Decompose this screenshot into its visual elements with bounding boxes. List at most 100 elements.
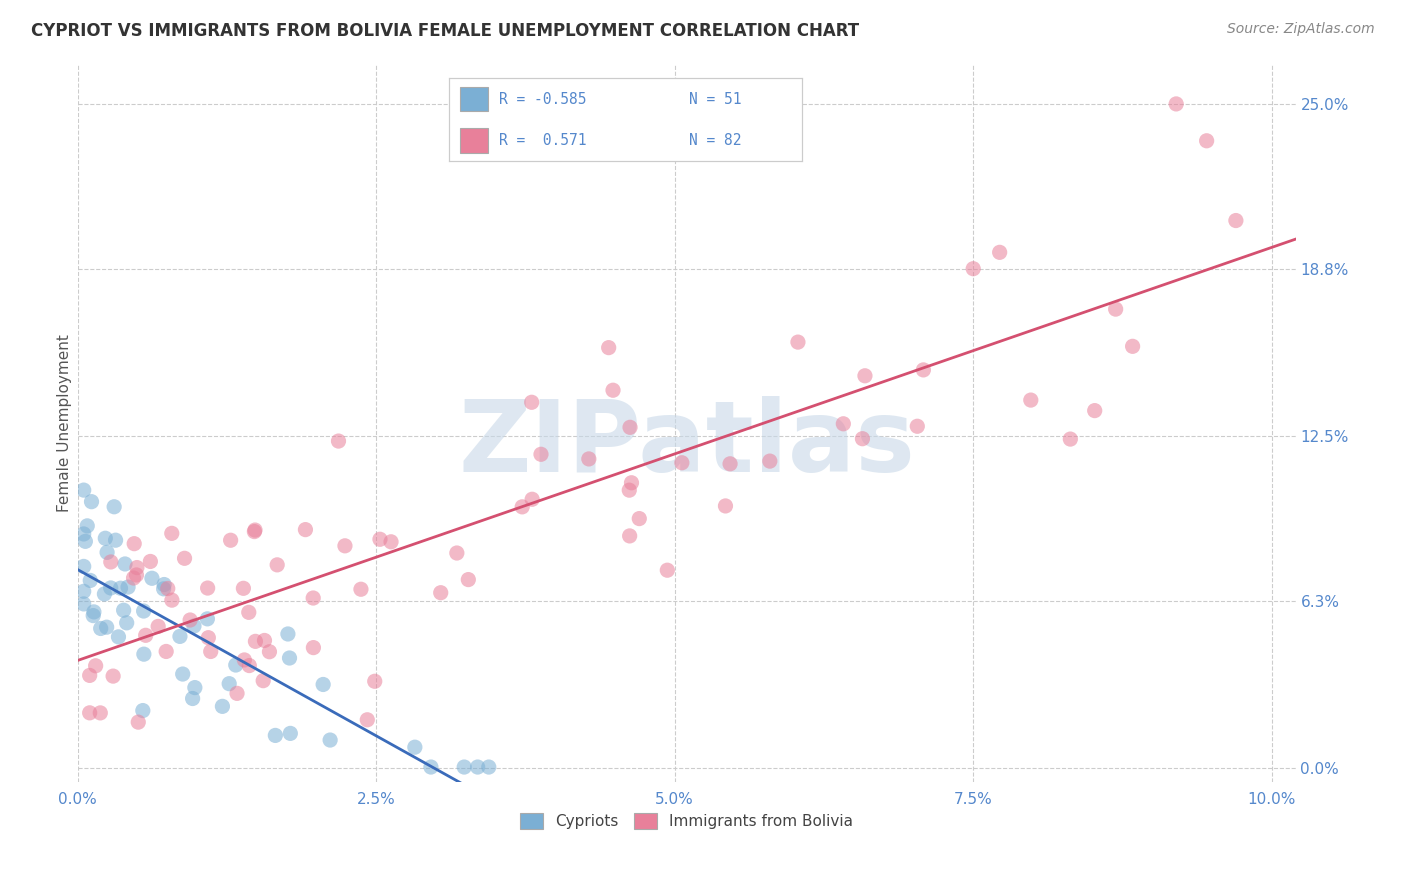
Point — [197, 581, 219, 595]
Point — [114, 557, 136, 571]
Point — [132, 604, 155, 618]
Point — [238, 658, 260, 673]
Point — [75, 534, 97, 549]
Point — [1059, 432, 1081, 446]
Point — [294, 523, 316, 537]
Point — [139, 554, 162, 568]
Point — [183, 619, 205, 633]
Point — [243, 523, 266, 537]
Point — [103, 500, 125, 514]
Point — [718, 457, 741, 471]
Point — [155, 644, 177, 658]
Point — [619, 483, 641, 498]
Point — [225, 658, 247, 673]
Point — [419, 760, 441, 774]
Point — [122, 571, 145, 585]
Point — [832, 417, 855, 431]
Point — [1084, 403, 1107, 417]
Point — [73, 584, 96, 599]
Point — [253, 633, 276, 648]
Point — [169, 629, 191, 643]
Point — [195, 612, 218, 626]
Point — [578, 451, 600, 466]
Point — [1104, 302, 1126, 317]
Point — [988, 245, 1011, 260]
Point — [100, 581, 122, 595]
Point — [302, 640, 325, 655]
Point — [620, 475, 643, 490]
Point — [671, 456, 693, 470]
Point — [96, 545, 118, 559]
Point — [135, 628, 157, 642]
Text: Source: ZipAtlas.com: Source: ZipAtlas.com — [1227, 22, 1375, 37]
Point — [333, 539, 356, 553]
Point — [226, 686, 249, 700]
Point — [1166, 97, 1188, 112]
Point — [101, 669, 124, 683]
Point — [319, 733, 342, 747]
Point — [122, 536, 145, 550]
Text: ZIPatlas: ZIPatlas — [458, 396, 915, 493]
Point — [853, 368, 876, 383]
Point — [100, 555, 122, 569]
Point — [89, 706, 111, 720]
Point — [160, 526, 183, 541]
Point — [851, 432, 873, 446]
Point — [125, 568, 148, 582]
Point — [457, 573, 479, 587]
Point — [259, 645, 281, 659]
Point — [350, 582, 373, 597]
Point — [104, 533, 127, 548]
Point — [238, 605, 260, 619]
Point — [1225, 213, 1247, 227]
Point — [912, 363, 935, 377]
Point — [478, 760, 501, 774]
Point — [510, 500, 533, 514]
Point — [356, 713, 378, 727]
Point — [84, 658, 107, 673]
Point — [79, 574, 101, 588]
Point — [759, 454, 782, 468]
Point — [302, 591, 325, 605]
Point — [446, 546, 468, 560]
Point — [530, 447, 553, 461]
Point — [146, 619, 169, 633]
Point — [200, 644, 222, 658]
Point — [905, 419, 928, 434]
Point — [787, 335, 810, 350]
Legend: Cypriots, Immigrants from Bolivia: Cypriots, Immigrants from Bolivia — [515, 806, 859, 835]
Point — [233, 653, 256, 667]
Point — [96, 620, 118, 634]
Point — [152, 582, 174, 596]
Point — [520, 395, 543, 409]
Point — [520, 492, 543, 507]
Point — [79, 668, 101, 682]
Point — [172, 667, 194, 681]
Point — [197, 631, 219, 645]
Point — [160, 593, 183, 607]
Point — [83, 605, 105, 619]
Point — [82, 608, 104, 623]
Point — [453, 760, 475, 774]
Point — [245, 634, 267, 648]
Point — [156, 582, 179, 596]
Point — [179, 613, 201, 627]
Point — [115, 615, 138, 630]
Point — [173, 551, 195, 566]
Point — [110, 581, 132, 595]
Point — [132, 647, 155, 661]
Point — [80, 494, 103, 508]
Point — [93, 587, 115, 601]
Text: CYPRIOT VS IMMIGRANTS FROM BOLIVIA FEMALE UNEMPLOYMENT CORRELATION CHART: CYPRIOT VS IMMIGRANTS FROM BOLIVIA FEMAL… — [31, 22, 859, 40]
Point — [153, 577, 176, 591]
Point — [380, 534, 402, 549]
Point — [243, 524, 266, 539]
Point — [962, 261, 984, 276]
Point — [211, 699, 233, 714]
Point — [602, 383, 624, 397]
Point — [1122, 339, 1144, 353]
Point — [73, 559, 96, 574]
Point — [619, 420, 641, 434]
Point — [657, 563, 679, 577]
Point — [404, 740, 426, 755]
